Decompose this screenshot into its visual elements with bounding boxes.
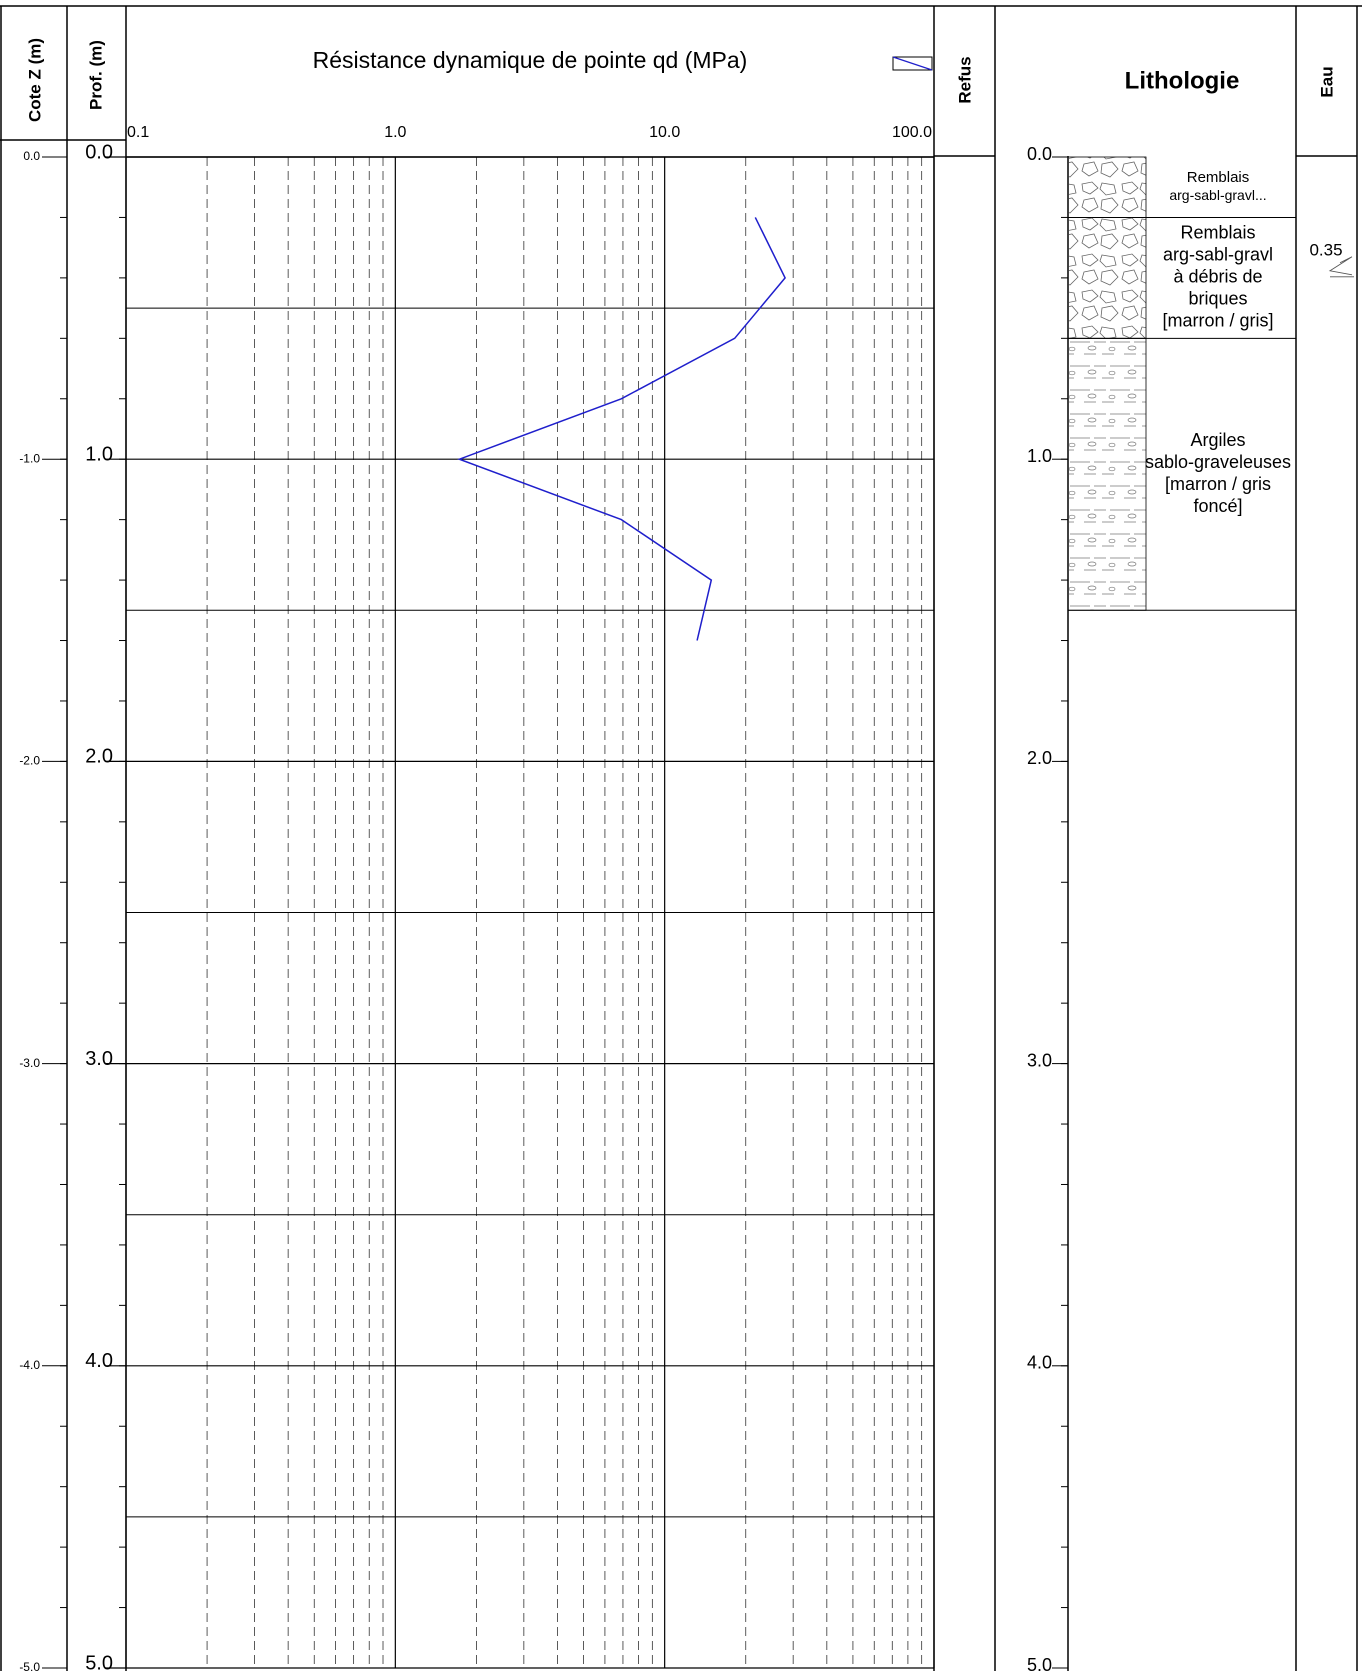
litho-depth-label: 4.0: [1027, 1353, 1052, 1373]
x-tick-label: 100.0: [892, 124, 932, 141]
cote-tick-label: -1.0: [19, 451, 40, 465]
water-symbol: [1328, 256, 1354, 278]
cote-header: Cote Z (m): [25, 38, 44, 122]
frame: [0, 5, 1362, 1671]
y-tick-label: 4.0: [85, 1350, 113, 1372]
cote-tick-label: -3.0: [19, 1056, 40, 1070]
water-level: 0.35: [1309, 240, 1342, 259]
y-tick-label: 2.0: [85, 746, 113, 768]
refus-header: Refus: [955, 56, 974, 103]
layer-text: briques: [1188, 289, 1247, 309]
layer-text: arg-sabl-gravl: [1163, 245, 1273, 265]
prof-header: Prof. (m): [86, 40, 105, 110]
x-tick-label: 0.1: [127, 124, 149, 141]
qd-line: [457, 217, 786, 641]
y-tick-label: 3.0: [85, 1048, 113, 1070]
y-tick-label: 1.0: [85, 443, 113, 465]
cote-tick-label: -5.0: [19, 1660, 40, 1671]
layer-text: foncé]: [1193, 496, 1242, 516]
legend-icon: [892, 56, 933, 71]
x-tick-label: 1.0: [384, 124, 406, 141]
layer-text: sablo-graveleuses: [1145, 452, 1291, 472]
litho-depth-label: 2.0: [1027, 748, 1052, 768]
y-tick-label: 0.0: [85, 141, 113, 163]
litho-depth-label: 1.0: [1027, 446, 1052, 466]
litho-depth-label: 5.0: [1027, 1655, 1052, 1671]
litho-depth-label: 3.0: [1027, 1050, 1052, 1070]
layer-text: arg-sabl-gravl...: [1169, 187, 1266, 203]
cote-tick-label: -2.0: [19, 754, 40, 768]
layer-text: [marron / gris]: [1162, 311, 1273, 331]
cote-tick-label: 0.0: [23, 149, 40, 163]
x-tick-label: 10.0: [649, 124, 680, 141]
layer-text: Argiles: [1190, 430, 1245, 450]
litho-depth-label: 0.0: [1027, 144, 1052, 164]
cote-tick-label: -4.0: [19, 1358, 40, 1372]
water-header: Eau: [1317, 66, 1336, 97]
layer-text: Remblais: [1187, 169, 1250, 186]
layer-pattern: [1067, 217, 1147, 339]
layer-pattern: [1067, 156, 1147, 218]
chart-title: Résistance dynamique de pointe qd (MPa): [313, 47, 748, 73]
y-tick-label: 5.0: [85, 1652, 113, 1671]
layer-pattern: [1067, 337, 1147, 611]
layer-text: à débris de: [1173, 267, 1262, 287]
layer-text: [marron / gris: [1165, 474, 1271, 494]
layer-text: Remblais: [1180, 223, 1255, 243]
lithology-header: Lithologie: [1125, 67, 1240, 94]
